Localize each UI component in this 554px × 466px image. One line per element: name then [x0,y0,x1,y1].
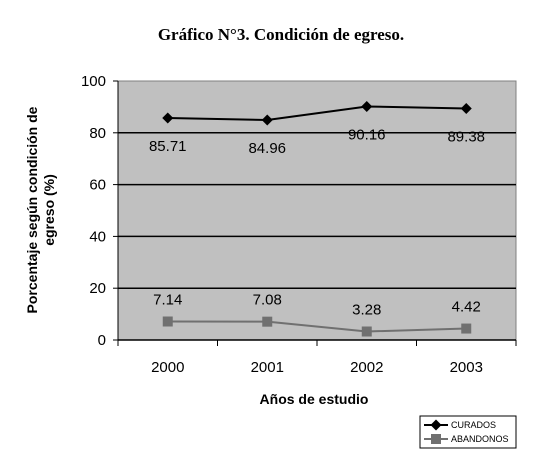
y-axis-title-line-2: egreso (%) [41,174,57,246]
legend-marker-abandonos [431,434,441,444]
data-point-curados [162,112,174,124]
data-point-abandonos [461,323,472,334]
data-label-curados: 90.16 [348,126,386,143]
data-point-abandonos [162,316,173,327]
x-tick-label: 2000 [151,359,184,376]
series-group: 85.71 84.96 90.16 89.38 7.14 7.08 3.28 4.42 [149,100,485,337]
data-label-abandonos: 7.08 [253,292,282,309]
y-tick-label: 40 [89,228,106,245]
y-tick-label: 100 [81,73,106,90]
y-tick-label: 0 [98,332,106,349]
gridlines [118,132,516,289]
data-label-abandonos: 7.14 [153,292,182,309]
legend: CURADOS ABANDONOS [419,415,517,449]
y-tick-label: 80 [89,125,106,142]
y-axis-title: Porcentaje según condición de egreso (%) [24,106,57,313]
series-abandonos: 7.14 7.08 3.28 4.42 [153,292,481,337]
data-label-abandonos: 3.28 [352,302,381,319]
legend-marker-curados [430,419,442,431]
y-tick-label: 60 [89,177,106,194]
data-point-abandonos [262,316,273,327]
series-line-curados [167,105,467,121]
y-axis-title-line-1: Porcentaje según condición de [24,106,40,313]
legend-label-abandonos: ABANDONOS [451,434,509,444]
data-label-curados: 89.38 [447,129,485,146]
plot-area [117,80,517,341]
data-point-curados [261,114,273,126]
data-label-curados: 85.71 [149,138,187,155]
x-tick-label: 2003 [450,359,483,376]
data-point-abandonos [361,326,372,337]
data-point-curados [361,100,373,112]
x-axis: 2000 2001 2002 2003 [117,339,517,376]
series-line-abandonos [167,320,467,333]
x-tick-label: 2001 [251,359,284,376]
series-curados: 85.71 84.96 90.16 89.38 [149,100,485,157]
y-tick-label: 20 [89,280,106,297]
y-axis: 0 20 40 60 80 100 [81,73,119,349]
chart-title: Gráfico N°3. Condición de egreso. [158,25,404,44]
legend-label-curados: CURADOS [451,420,496,430]
data-label-abandonos: 4.42 [452,299,481,316]
data-label-curados: 84.96 [248,140,286,157]
x-tick-label: 2002 [350,359,383,376]
x-axis-title: Años de estudio [260,391,369,407]
data-point-curados [460,103,472,115]
